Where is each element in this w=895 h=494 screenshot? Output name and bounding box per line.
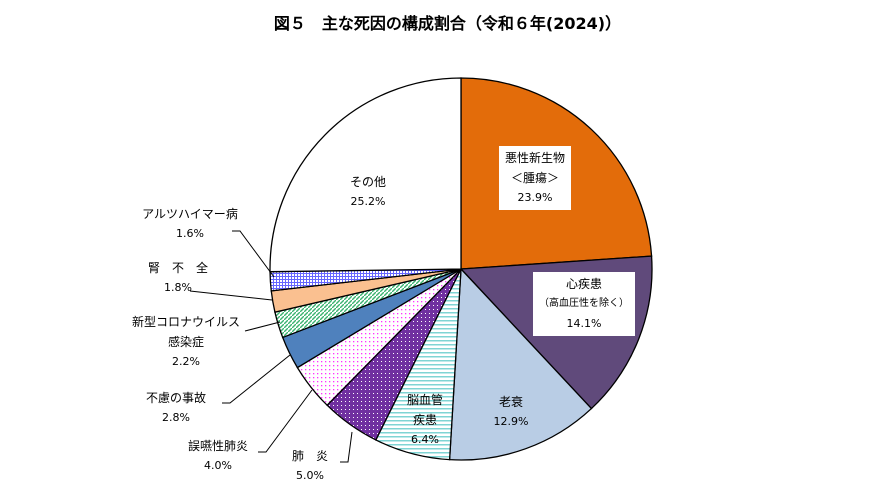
leader-line-alzheimer — [232, 230, 275, 278]
label-pneumonia: 肺 炎 5.0% — [291, 449, 329, 482]
leader-line-pneumonia — [340, 431, 353, 463]
label-accident: 不慮の事故 2.8% — [145, 391, 207, 424]
label-covid: 新型コロナウイルス 感染症 2.2% — [131, 315, 241, 368]
pie-slice-10 — [269, 77, 462, 273]
label-renal-failure: 腎 不 全 1.8% — [147, 261, 209, 294]
pie-slice-2 — [448, 267, 593, 461]
label-heart: 心疾患 （高血圧性を除く） 14.1% — [533, 272, 635, 336]
label-cerebrovascular: 脳血管 疾患 6.4% — [406, 393, 444, 446]
label-cancer: 悪性新生物 ＜腫瘍＞ 23.9% — [498, 146, 572, 210]
label-alzheimer: アルツハイマー病 1.6% — [142, 207, 238, 240]
label-other: その他 25.2% — [349, 175, 387, 208]
leader-line-aspiration — [258, 389, 313, 453]
leader-line-renal — [189, 290, 273, 301]
label-senility: 老衰 12.9% — [493, 395, 529, 428]
leader-line-covid — [244, 321, 281, 332]
chart-title: 図５ 主な死因の構成割合（令和６年(2024)） — [273, 14, 622, 33]
leader-line-accident — [222, 354, 291, 404]
label-aspiration-pneumonia: 誤嚥性肺炎 4.0% — [187, 439, 249, 472]
